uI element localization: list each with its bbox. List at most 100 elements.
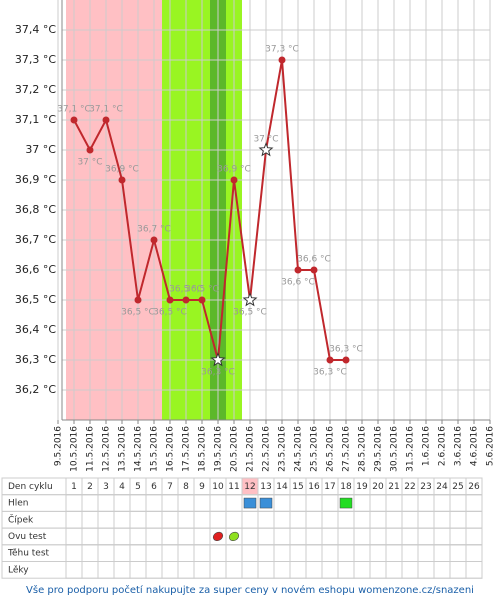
day-number: 18	[340, 482, 352, 492]
y-tick-label: 36,9 °C	[15, 173, 56, 186]
row-label: Těhu test	[7, 549, 50, 559]
ovulation-test	[212, 531, 224, 542]
point	[310, 266, 318, 274]
x-tick-label: 11.5.2016	[86, 426, 96, 472]
day-number: 3	[103, 482, 109, 492]
y-tick-label: 36,2 °C	[15, 383, 56, 396]
point	[342, 356, 350, 364]
cell	[257, 561, 275, 579]
x-tick-label: 2.6.2016	[438, 426, 448, 466]
cell	[401, 527, 419, 546]
day-number: 11	[228, 482, 239, 492]
cell	[321, 494, 339, 512]
cell	[225, 494, 243, 512]
day-number: 17	[324, 482, 335, 492]
point	[166, 296, 174, 304]
cell	[465, 544, 483, 562]
cell	[177, 510, 195, 529]
cell	[449, 561, 467, 579]
y-tick-label: 36,7 °C	[15, 233, 56, 246]
x-tick-label: 27.5.2016	[342, 426, 352, 472]
cell	[209, 561, 227, 579]
cell	[225, 544, 243, 562]
day-number: 9	[199, 482, 205, 492]
cell	[193, 494, 211, 512]
cell	[273, 544, 291, 562]
day-number: 21	[388, 482, 399, 492]
cell	[353, 544, 371, 562]
cell	[321, 544, 339, 562]
cell	[401, 510, 419, 529]
cell	[97, 544, 115, 562]
value-label: 36,3 °C	[313, 368, 347, 378]
row-label: Ovu test	[8, 532, 47, 542]
x-tick-label: 26.5.2016	[326, 426, 336, 472]
cell	[289, 527, 307, 546]
x-tick-label: 19.5.2016	[214, 426, 224, 472]
point	[150, 236, 158, 244]
star-point	[242, 292, 258, 307]
value-label: 36,3 °C	[201, 368, 235, 378]
x-tick-label: 9.5.2016	[54, 426, 64, 466]
x-tick-label: 14.5.2016	[134, 426, 144, 472]
day-number: 10	[212, 482, 224, 492]
cell	[161, 561, 179, 579]
x-tick-label: 17.5.2016	[182, 426, 192, 472]
cell	[193, 561, 211, 579]
row-label: Čípek	[8, 513, 34, 525]
y-tick-label: 37,4 °C	[15, 23, 56, 36]
day-number: 22	[404, 482, 415, 492]
x-tick-label: 10.5.2016	[70, 426, 80, 472]
cell	[417, 544, 435, 562]
cell	[145, 510, 163, 529]
cell	[449, 527, 467, 546]
cell	[401, 544, 419, 562]
day-number: 20	[372, 482, 384, 492]
cell	[465, 494, 483, 512]
day-number: 24	[436, 482, 448, 492]
cell	[449, 510, 467, 529]
cell	[273, 494, 291, 512]
x-tick-label: 30.5.2016	[390, 426, 400, 472]
x-tick-label: 4.6.2016	[470, 426, 480, 466]
row-label: Den cyklu	[8, 482, 53, 492]
y-tick-label: 36,4 °C	[15, 323, 56, 336]
cell	[417, 494, 435, 512]
x-tick-label: 12.5.2016	[102, 426, 112, 472]
cell	[193, 527, 211, 546]
y-tick-label: 36,8 °C	[15, 203, 56, 216]
x-tick-label: 20.5.2016	[230, 426, 240, 472]
cell	[257, 544, 275, 562]
cell	[353, 527, 371, 546]
day-number: 1	[71, 482, 77, 492]
cell	[433, 561, 451, 579]
cell	[113, 544, 131, 562]
value-label: 36,6 °C	[281, 278, 315, 288]
point	[230, 176, 238, 184]
cell	[161, 527, 179, 546]
cell	[65, 544, 83, 562]
x-tick-label: 29.5.2016	[374, 426, 384, 472]
value-label: 36,7 °C	[137, 225, 171, 235]
cell	[241, 510, 259, 529]
cell	[129, 494, 147, 512]
cell	[97, 510, 115, 529]
cell	[145, 494, 163, 512]
cell	[417, 561, 435, 579]
day-number: 12	[244, 482, 255, 492]
day-number: 4	[119, 482, 125, 492]
cell	[465, 561, 483, 579]
cell	[337, 544, 355, 562]
cell	[145, 527, 163, 546]
cell	[97, 527, 115, 546]
cell	[193, 510, 211, 529]
cell	[129, 544, 147, 562]
cell	[465, 510, 483, 529]
value-label: 37 °C	[77, 158, 102, 168]
cell	[193, 544, 211, 562]
value-label: 36,5 °C	[169, 285, 203, 295]
ovulation-test	[228, 531, 240, 542]
cell	[433, 527, 451, 546]
day-number: 6	[151, 482, 157, 492]
